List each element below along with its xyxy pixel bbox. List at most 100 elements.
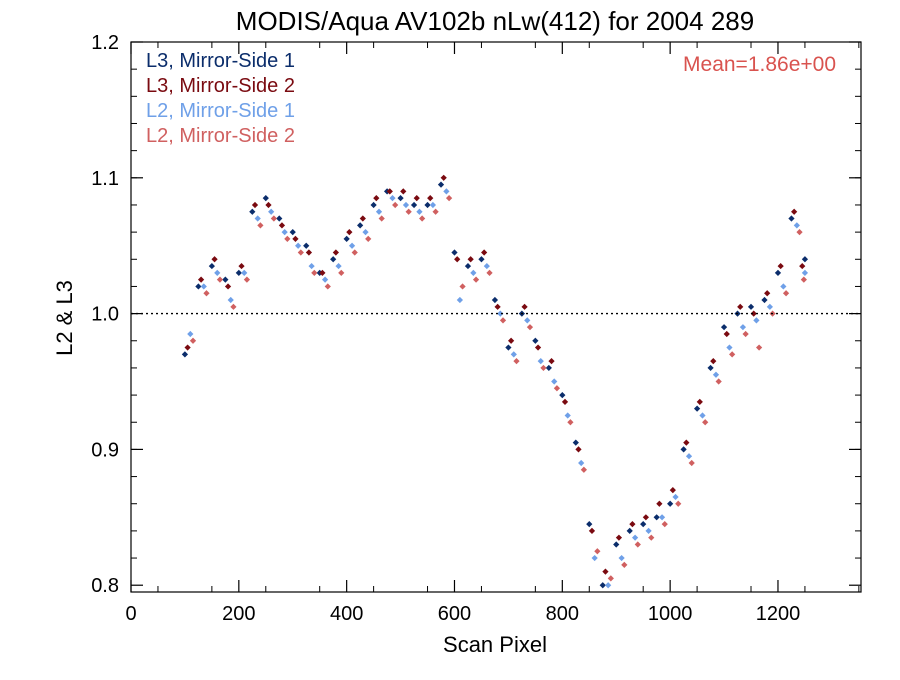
legend: L3, Mirror-Side 1 L3, Mirror-Side 2 L2, Mi…: [146, 50, 295, 147]
data-point: [801, 256, 809, 263]
data-point: [599, 582, 606, 589]
data-point: [645, 527, 652, 535]
data-point: [648, 534, 655, 541]
data-point: [586, 520, 593, 528]
data-point: [483, 262, 490, 270]
data-point: [626, 527, 633, 535]
data-point: [726, 344, 733, 351]
data-point: [605, 582, 612, 589]
chart-title: MODIS/Aqua AV102b nLw(412) for 2004 289: [236, 6, 754, 36]
data-point: [338, 269, 345, 276]
legend-entry: L2, Mirror-Side 1: [146, 100, 295, 122]
data-point: [572, 439, 579, 446]
data-point: [478, 256, 485, 263]
plot-frame: [130, 41, 862, 593]
axis-ticks: [130, 41, 861, 592]
data-point: [799, 262, 806, 270]
data-point: [467, 256, 474, 263]
data-point: [249, 208, 256, 215]
data-point: [491, 296, 499, 304]
data-point: [454, 256, 461, 263]
data-point: [602, 568, 609, 575]
data-point: [499, 317, 507, 324]
data-point: [588, 527, 596, 535]
data-point: [321, 276, 329, 283]
data-point: [591, 554, 598, 562]
data-point: [494, 303, 501, 310]
x-tick-label: 200: [222, 603, 255, 625]
data-point: [729, 351, 736, 358]
data-point: [739, 324, 747, 331]
data-point: [486, 269, 493, 276]
data-point: [578, 459, 585, 467]
data-point: [683, 439, 690, 446]
data-point: [621, 561, 628, 568]
data-point: [534, 344, 542, 351]
data-point: [755, 344, 763, 351]
data-point: [661, 520, 668, 528]
data-point: [324, 283, 331, 290]
data-point: [629, 520, 636, 528]
data-point: [254, 215, 261, 222]
x-axis-label: Scan Pixel: [443, 632, 547, 657]
data-point: [693, 405, 701, 412]
data-point: [688, 459, 695, 467]
x-tick-label: 0: [125, 603, 136, 625]
data-point: [782, 290, 790, 297]
x-tick-label: 600: [438, 603, 471, 625]
data-point: [443, 188, 450, 195]
data-point: [459, 283, 466, 290]
data-point: [653, 514, 660, 521]
data-point: [510, 351, 517, 358]
data-point: [642, 514, 649, 521]
legend-entry: L3, Mirror-Side 2: [146, 75, 295, 97]
x-tick-label: 400: [330, 603, 363, 625]
data-point: [753, 317, 760, 324]
legend-entry: L2, Mirror-Side 2: [146, 125, 295, 147]
data-point: [470, 269, 477, 276]
data-point: [216, 276, 224, 283]
y-tick-label: 1.1: [91, 168, 119, 190]
x-tick-label: 1000: [648, 603, 693, 625]
data-point: [720, 324, 728, 331]
data-point: [640, 520, 647, 528]
data-point: [464, 262, 472, 270]
legend-entry: L3, Mirror-Side 1: [146, 50, 295, 72]
x-tick-label: 800: [546, 603, 579, 625]
y-tick-label: 0.9: [91, 439, 119, 461]
data-point: [580, 466, 587, 473]
data-point: [505, 344, 512, 351]
data-point: [497, 310, 504, 317]
data-point: [330, 256, 337, 263]
data-point: [311, 269, 318, 276]
mean-annotation: Mean=1.86e+00: [683, 53, 836, 76]
data-point: [308, 262, 315, 270]
data-point: [631, 534, 639, 541]
data-point: [618, 554, 625, 562]
data-point: [594, 548, 601, 555]
data-point: [672, 493, 679, 501]
data-point: [764, 290, 771, 297]
data-point: [400, 188, 407, 195]
data-point: [551, 378, 558, 385]
y-axis-label: L2 & L3: [52, 280, 77, 356]
data-point: [456, 296, 463, 304]
data-point: [440, 174, 447, 181]
data-point: [658, 514, 666, 521]
data-point: [526, 324, 534, 331]
y-tick-label: 1.2: [91, 32, 119, 54]
data-point: [386, 188, 393, 195]
data-point: [607, 575, 614, 582]
data-point: [335, 262, 342, 270]
data-point: [319, 269, 326, 276]
data-point: [472, 276, 480, 283]
data-point: [615, 534, 623, 541]
data-point: [200, 283, 207, 290]
data-point: [634, 541, 641, 548]
data-point: [613, 541, 620, 548]
y-tick-label: 1.0: [91, 304, 119, 326]
data-point: [777, 262, 784, 270]
